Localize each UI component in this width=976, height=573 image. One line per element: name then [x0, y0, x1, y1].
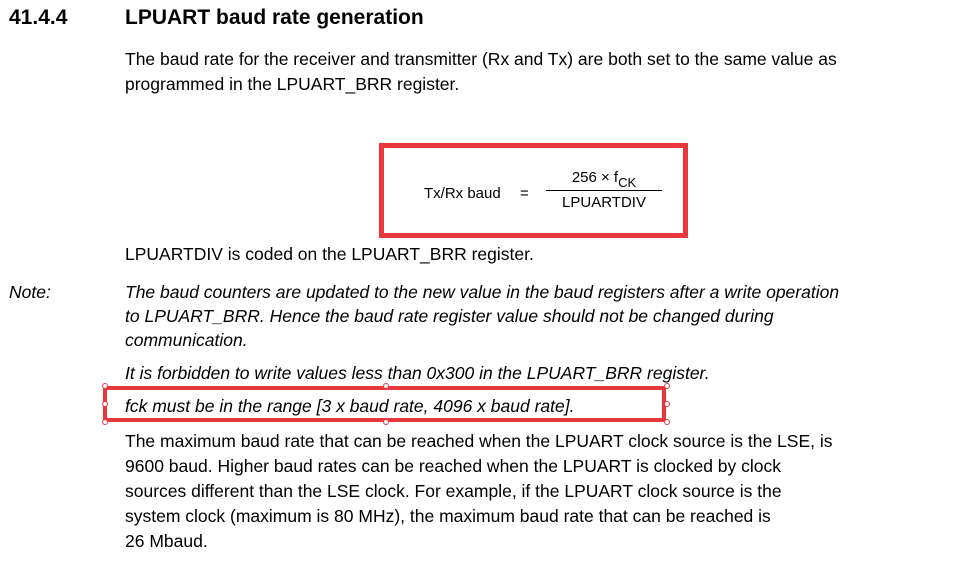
- section-number: 41.4.4: [9, 6, 68, 29]
- numerator-subscript: CK: [618, 175, 637, 190]
- formula-equals: =: [520, 185, 529, 202]
- fraction-bar: [546, 190, 662, 191]
- selection-handle[interactable]: [102, 401, 108, 407]
- final-para-line-1: The maximum baud rate that can be reache…: [125, 431, 833, 451]
- note-para1-line-3: communication.: [125, 330, 248, 350]
- section-title: LPUART baud rate generation: [125, 6, 424, 29]
- note-label: Note:: [9, 282, 51, 302]
- intro-line-1: The baud rate for the receiver and trans…: [125, 49, 837, 69]
- formula-fraction: 256 × fCK LPUARTDIV: [546, 168, 662, 213]
- selection-handle[interactable]: [664, 419, 670, 425]
- final-para-line-4: system clock (maximum is 80 MHz), the ma…: [125, 506, 771, 526]
- note-para3: fck must be in the range [3 x baud rate,…: [125, 396, 575, 416]
- final-para-line-3: sources different than the LSE clock. Fo…: [125, 481, 782, 501]
- formula-denominator: LPUARTDIV: [562, 194, 646, 211]
- coded-register-text: LPUARTDIV is coded on the LPUART_BRR reg…: [125, 244, 534, 264]
- selection-handle[interactable]: [664, 401, 670, 407]
- formula-highlight-box: Tx/Rx baud = 256 × fCK LPUARTDIV: [379, 143, 688, 238]
- note-para1-line-1: The baud counters are updated to the new…: [125, 282, 840, 302]
- selection-handle[interactable]: [102, 419, 108, 425]
- formula-numerator: 256 × fCK: [546, 168, 662, 190]
- formula-lhs: Tx/Rx baud: [424, 185, 501, 202]
- selection-handle[interactable]: [664, 383, 670, 389]
- note-para2: It is forbidden to write values less tha…: [125, 363, 710, 383]
- selection-handle[interactable]: [383, 383, 389, 389]
- selection-handle[interactable]: [102, 383, 108, 389]
- numerator-main: 256 × f: [571, 169, 619, 186]
- intro-line-2: programmed in the LPUART_BRR register.: [125, 74, 460, 94]
- final-para-line-2: 9600 baud. Higher baud rates can be reac…: [125, 456, 782, 476]
- final-para-line-5: 26 Mbaud.: [125, 531, 208, 551]
- selection-handle[interactable]: [383, 419, 389, 425]
- note-para1-line-2: to LPUART_BRR. Hence the baud rate regis…: [125, 306, 774, 326]
